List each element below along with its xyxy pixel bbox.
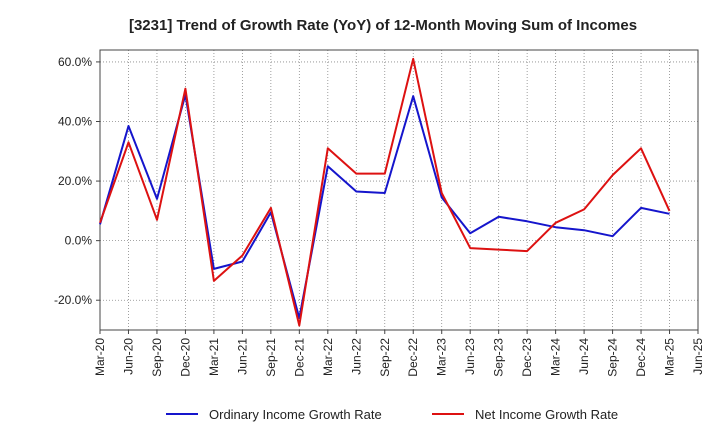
legend-label: Ordinary Income Growth Rate <box>209 407 382 422</box>
x-tick-label: Sep-21 <box>264 338 278 377</box>
x-tick-label: Dec-22 <box>406 338 420 377</box>
x-tick-label: Dec-24 <box>634 338 648 377</box>
x-tick-label: Mar-24 <box>549 338 563 376</box>
x-tick-label: Jun-23 <box>463 338 477 375</box>
x-tick-label: Sep-24 <box>606 338 620 377</box>
x-tick-label: Jun-20 <box>121 338 135 375</box>
y-tick-label: 0.0% <box>65 234 93 248</box>
x-tick-label: Sep-23 <box>492 338 506 377</box>
y-tick-label: 40.0% <box>58 114 92 128</box>
legend: Ordinary Income Growth Rate Net Income Gr… <box>166 407 618 422</box>
y-tick-label: -20.0% <box>54 293 92 307</box>
x-tick-label: Jun-22 <box>349 338 363 375</box>
x-tick-label: Dec-23 <box>520 338 534 377</box>
plot-area <box>99 49 699 331</box>
x-tick-label: Mar-21 <box>207 338 221 376</box>
x-tick-label: Dec-20 <box>178 338 192 377</box>
legend-label: Net Income Growth Rate <box>475 407 618 422</box>
grid <box>100 50 698 330</box>
x-tick-label: Mar-20 <box>93 338 107 376</box>
x-tick-label: Mar-22 <box>321 338 335 376</box>
x-tick-label: Sep-20 <box>150 338 164 377</box>
y-axis: 60.0% 40.0% 20.0% 0.0% -20.0% <box>54 55 100 307</box>
x-axis: Mar-20 Jun-20 Sep-20 Dec-20 Mar-21 Jun-21 Sep-… <box>93 330 705 377</box>
x-tick-label: Jun-24 <box>577 338 591 375</box>
series-lines <box>99 57 671 327</box>
y-tick-label: 20.0% <box>58 174 92 188</box>
x-tick-label: Dec-21 <box>292 338 306 377</box>
chart-title: [3231] Trend of Growth Rate (YoY) of 12-… <box>129 17 637 34</box>
x-tick-label: Mar-23 <box>435 338 449 376</box>
y-tick-label: 60.0% <box>58 55 92 69</box>
x-tick-label: Jun-21 <box>235 338 249 375</box>
x-tick-label: Sep-22 <box>378 338 392 377</box>
x-tick-label: Mar-25 <box>663 338 677 376</box>
x-tick-label: Jun-25 <box>691 338 705 375</box>
series-line-2 <box>99 57 671 327</box>
